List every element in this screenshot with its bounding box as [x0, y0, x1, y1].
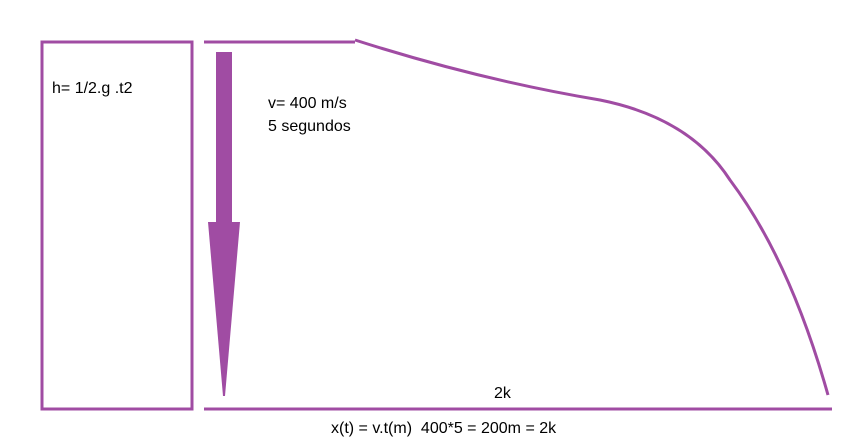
time-label: 5 segundos — [268, 118, 351, 135]
position-formula: x(t) = v.t(m) 400*5 = 200m = 2k — [331, 420, 557, 437]
distance-label: 2k — [494, 385, 512, 402]
height-box — [40, 40, 194, 411]
height-formula: h= 1/2.g .t2 — [52, 80, 133, 97]
velocity-label: v= 400 m/s — [268, 95, 347, 112]
arrow-head — [208, 222, 240, 396]
trajectory — [354, 38, 830, 396]
arrow-shaft — [216, 52, 232, 224]
